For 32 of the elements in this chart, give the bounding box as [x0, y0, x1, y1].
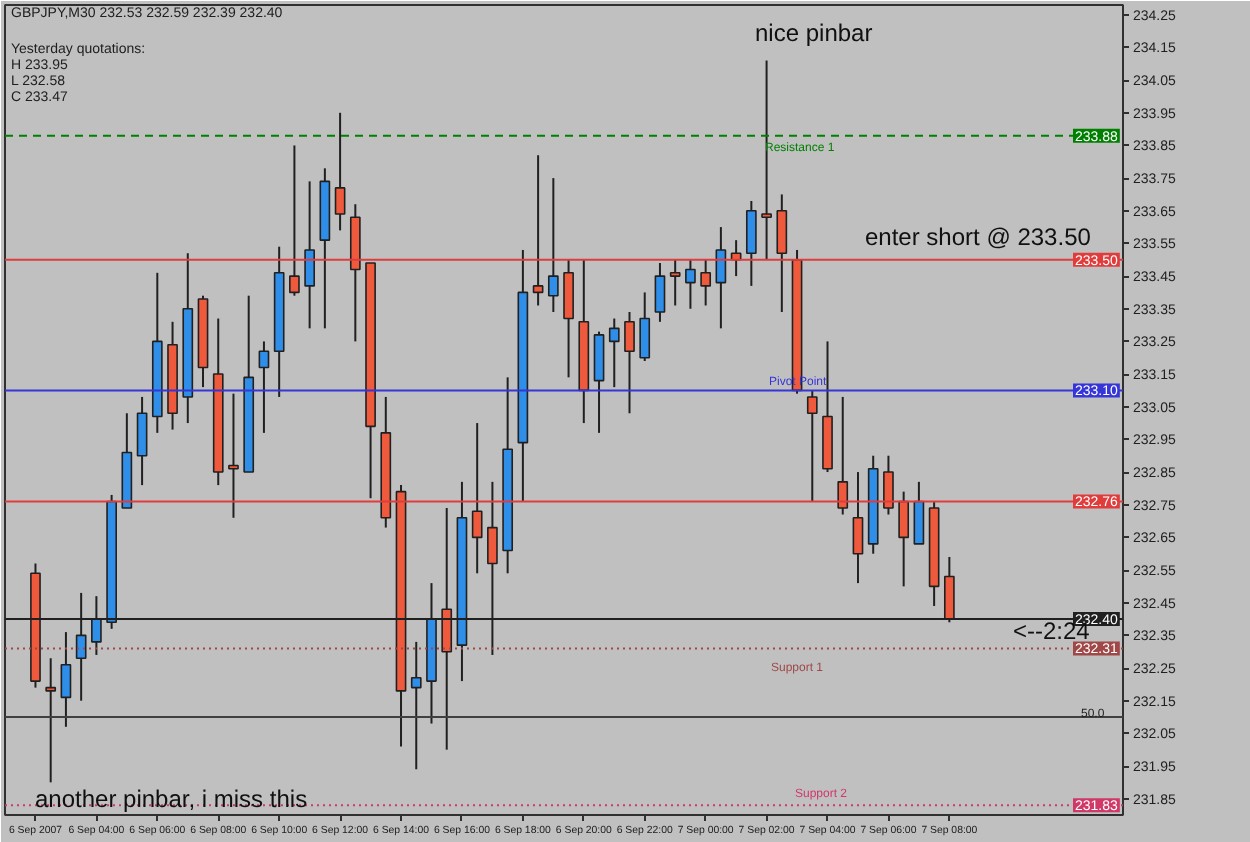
annotation: nice pinbar	[755, 19, 873, 47]
candlestick	[883, 454, 894, 516]
candlestick	[228, 392, 239, 519]
candlestick	[837, 395, 849, 516]
candlestick	[563, 258, 574, 379]
candlestick	[685, 258, 696, 310]
candlestick	[304, 180, 315, 330]
candlestick	[913, 480, 925, 545]
candlestick	[45, 657, 57, 784]
candlestick	[654, 262, 666, 323]
candlestick	[136, 395, 148, 487]
candlestick	[334, 111, 346, 232]
candlestick	[639, 291, 651, 363]
candlestick	[258, 340, 270, 434]
candlestick	[471, 422, 483, 575]
candlestick	[624, 311, 635, 415]
candlestick	[806, 389, 818, 503]
candlestick	[776, 193, 788, 314]
annotation: another pinbar, i miss this	[35, 785, 308, 813]
candlestick	[60, 631, 72, 728]
candlestick	[898, 490, 910, 588]
candlestick	[289, 144, 300, 297]
candlestick	[852, 471, 864, 585]
candlestick	[669, 258, 681, 307]
candlestick	[547, 177, 559, 314]
candlestick	[608, 317, 620, 389]
candlestick	[745, 199, 757, 287]
annotation: enter short @ 233.50	[865, 223, 1092, 251]
candlestick	[700, 258, 712, 307]
candlestick	[593, 330, 605, 434]
candlestick	[532, 154, 544, 307]
candlestick	[410, 640, 422, 771]
